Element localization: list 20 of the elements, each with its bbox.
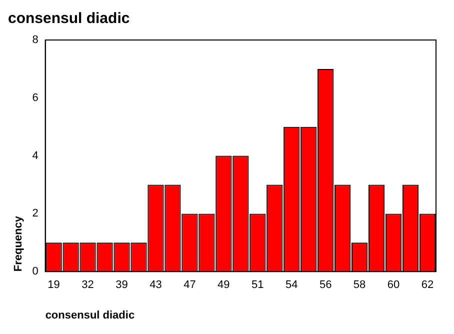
x-tick-label: 43 xyxy=(150,279,162,292)
x-tick-label: 58 xyxy=(353,279,366,292)
x-tick-label: 51 xyxy=(252,279,264,292)
y-tick-label: 4 xyxy=(32,150,38,162)
x-axis-title: consensul diadic xyxy=(45,309,135,322)
x-tick-label: 19 xyxy=(48,279,60,292)
x-tick-label: 62 xyxy=(421,279,434,292)
y-tick-label: 8 xyxy=(32,34,38,46)
x-tick-label: 32 xyxy=(82,279,94,292)
x-tick-label: 39 xyxy=(116,279,128,292)
y-axis-title: Frequency xyxy=(12,215,25,272)
x-tick-label: 47 xyxy=(184,279,196,292)
x-tick-label: 60 xyxy=(387,279,400,292)
chart-title: consensul diadic xyxy=(8,10,130,28)
x-tick-label: 56 xyxy=(319,279,332,292)
y-tick-label: 6 xyxy=(32,92,38,104)
y-tick-label: 0 xyxy=(32,266,38,278)
y-tick-label: 2 xyxy=(32,208,38,220)
x-tick-label: 49 xyxy=(218,279,230,292)
x-tick-label: 54 xyxy=(285,279,298,292)
